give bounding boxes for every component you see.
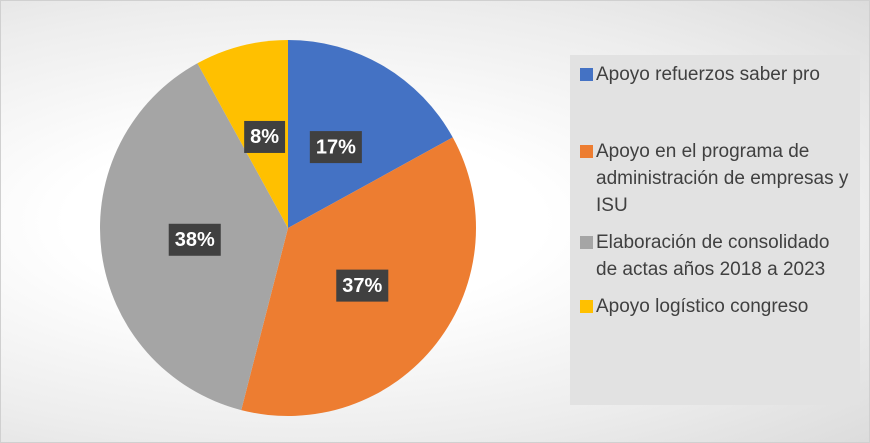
pie-slice [197,40,288,228]
data-label-box [244,120,286,153]
legend-label: Apoyo en el programa de administración d… [596,141,849,216]
data-label-box [168,223,221,256]
data-label-box [309,131,362,164]
legend-label: Apoyo logístico congreso [596,296,809,317]
legend-item: Apoyo logístico congreso [580,293,854,320]
data-label: 17% [316,136,356,158]
legend-label: Elaboración de consolidado de actas años… [596,232,830,280]
legend-swatch [580,145,593,158]
legend-item: Apoyo refuerzos saber pro [580,61,854,88]
data-label: 8% [250,126,279,148]
legend-item: Apoyo en el programa de administración d… [580,138,854,219]
legend-swatch [580,236,593,249]
pie-slice [288,40,453,228]
data-label-box [336,269,389,302]
legend: Apoyo refuerzos saber pro Apoyo en el pro… [570,55,860,405]
data-label: 38% [175,229,215,251]
legend-swatch [580,300,593,313]
data-label: 37% [342,275,382,297]
legend-item: Elaboración de consolidado de actas años… [580,229,854,283]
legend-swatch [580,68,593,81]
legend-label: Apoyo refuerzos saber pro [596,64,820,85]
